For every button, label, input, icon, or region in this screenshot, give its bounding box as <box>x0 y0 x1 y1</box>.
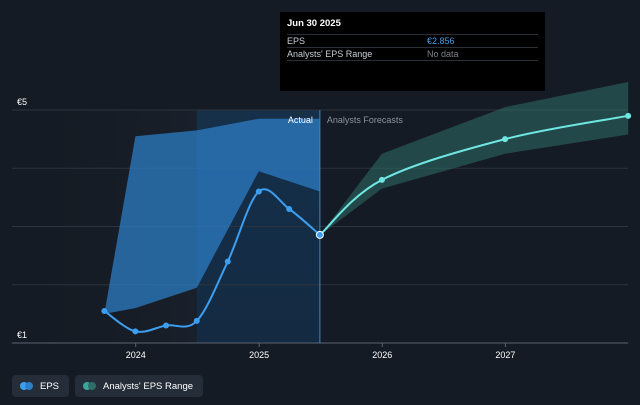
forecast-label: Analysts Forecasts <box>327 115 404 125</box>
legend: EPS Analysts' EPS Range <box>12 375 204 397</box>
tooltip-eps-value: €2.856 <box>427 36 455 46</box>
legend-range-label: Analysts' EPS Range <box>103 380 194 392</box>
y-axis-label-max: €5 <box>17 97 27 107</box>
eps-actual-point <box>255 188 262 195</box>
eps-actual-point <box>101 307 108 314</box>
eps-actual-point <box>193 317 200 324</box>
actual-range-band <box>104 118 320 314</box>
x-tick-label: 2024 <box>126 350 146 360</box>
legend-item-eps-range[interactable]: Analysts' EPS Range <box>75 375 204 397</box>
legend-eps-label: EPS <box>40 380 60 392</box>
tooltip-eps-label: EPS <box>287 36 306 46</box>
eps-actual-point <box>224 258 231 265</box>
tooltip: Jun 30 2025 EPS €2.856 Analysts' EPS Ran… <box>280 12 545 91</box>
eps-actual-point <box>286 206 293 213</box>
legend-range-swatch-icon <box>83 382 97 390</box>
eps-actual-point <box>132 328 139 335</box>
eps-actual-line <box>103 188 321 333</box>
forecast-range-band <box>319 82 629 236</box>
legend-item-eps[interactable]: EPS <box>12 375 70 397</box>
eps-actual-point <box>163 322 170 329</box>
eps-forecast-point <box>378 176 385 183</box>
eps-forecast-point <box>625 112 632 119</box>
tooltip-row-eps: EPS €2.856 <box>287 34 538 47</box>
eps-forecast-point <box>502 136 509 143</box>
tooltip-range-label: Analysts' EPS Range <box>287 49 373 59</box>
actual-label: Actual <box>288 115 313 125</box>
eps-actual-point <box>315 230 324 239</box>
legend-eps-swatch-icon <box>20 382 33 390</box>
x-tick-label: 2025 <box>249 350 269 360</box>
x-tick-label: 2027 <box>495 350 515 360</box>
tooltip-date: Jun 30 2025 <box>287 18 341 29</box>
tooltip-row-range: Analysts' EPS Range No data <box>287 47 538 61</box>
y-axis-label-min: €1 <box>17 330 27 340</box>
tooltip-range-value: No data <box>427 49 459 59</box>
x-tick-label: 2026 <box>372 350 392 360</box>
eps-forecast-line <box>319 114 629 236</box>
